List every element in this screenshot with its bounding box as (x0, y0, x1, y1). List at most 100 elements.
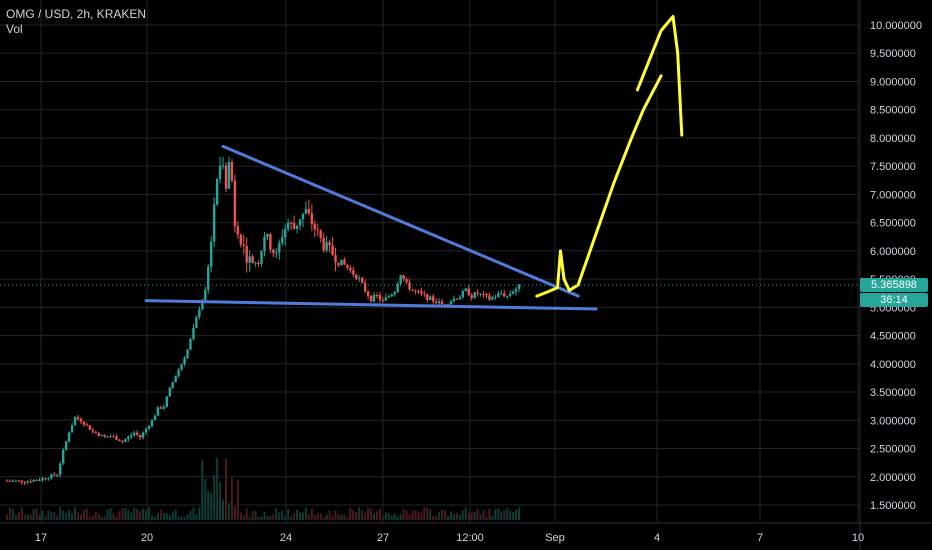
candle-body (159, 407, 163, 409)
candle-body (349, 267, 352, 271)
volume-bar (402, 508, 405, 520)
price-tick-label: 8.000000 (870, 133, 916, 145)
volume-bar (506, 507, 509, 520)
volume-bar (5, 514, 8, 520)
volume-bar (296, 509, 299, 520)
candle-body (124, 439, 127, 442)
volume-bar (204, 479, 207, 520)
candle-body (461, 290, 464, 298)
candle-body (417, 291, 420, 293)
candle-body (298, 219, 302, 226)
candle-body (224, 165, 228, 189)
drawn-arrow-annotation[interactable] (535, 15, 684, 298)
candle-body (127, 436, 130, 440)
candle-body (408, 282, 411, 290)
volume-bar (29, 514, 32, 520)
candle-body (204, 289, 207, 301)
price-tick-label: 3.500000 (870, 387, 916, 399)
volume-bar (266, 516, 269, 520)
volume-bar (118, 510, 121, 520)
candle-body (497, 293, 500, 298)
price-tick-label: 2.500000 (870, 444, 916, 456)
candle-body (423, 293, 426, 295)
volume-bar (23, 515, 26, 520)
symbol-title[interactable]: OMG / USD, 2h, KRAKEN (6, 7, 147, 21)
volume-indicator-label[interactable]: Vol (6, 22, 23, 36)
volume-bar (32, 509, 35, 520)
candle-body (292, 223, 296, 229)
price-tick-label: 4.500000 (870, 331, 916, 343)
candle-body (432, 296, 435, 302)
candle-body (50, 474, 53, 479)
volume-bar (316, 513, 319, 520)
volume-bar (245, 508, 248, 520)
volume-bar (464, 507, 467, 520)
candle-body (470, 295, 473, 299)
candle-body (269, 234, 272, 250)
volume-bar (512, 512, 515, 520)
candle-body (500, 293, 503, 295)
candle-body (106, 436, 109, 438)
volume-bar (423, 507, 426, 520)
price-tick-label: 7.500000 (870, 161, 916, 173)
time-tick-label: 24 (280, 532, 292, 544)
candle-body (26, 481, 29, 483)
candle-body (346, 264, 349, 268)
candle-body (286, 222, 290, 230)
volume-bar (11, 509, 14, 520)
candle-body (198, 309, 201, 318)
trendlines[interactable] (144, 144, 598, 311)
price-tick-label: 9.500000 (870, 48, 916, 60)
candle-body (38, 479, 41, 481)
candle-body (494, 297, 497, 299)
candle-body (369, 295, 373, 302)
time-tick-label: Sep (545, 532, 565, 544)
volume-bar (159, 509, 162, 520)
candle-body (325, 242, 328, 251)
volume-bar (257, 516, 260, 520)
candle-body (201, 300, 204, 310)
volume-bar (56, 515, 59, 520)
volume-bar (88, 516, 91, 520)
trendline-lower (144, 299, 598, 311)
volume-bar (367, 507, 370, 520)
volume-bars (5, 457, 521, 520)
arrow-shaft (535, 74, 663, 298)
volume-bar (393, 513, 396, 520)
volume-bar (458, 514, 461, 520)
candle-body (405, 279, 408, 283)
volume-bar (79, 514, 82, 520)
time-tick-label: 27 (377, 532, 389, 544)
candle-body (458, 297, 462, 300)
price-axis[interactable]: 10.000000 9.500000 9.000000 8.500000 8.00000… (870, 20, 922, 512)
candle-body (263, 236, 266, 252)
candle-body (100, 434, 103, 436)
volume-bar (319, 513, 322, 520)
candle-body (91, 429, 94, 432)
time-axis[interactable]: 17 20 24 27 12:00 Sep 4 7 10 (35, 532, 864, 544)
volume-bar (301, 512, 304, 520)
price-tick-label: 2.000000 (870, 472, 916, 484)
volume-bar (411, 510, 414, 520)
candle-body (331, 245, 334, 255)
candle-body (67, 432, 71, 442)
candle-body (53, 474, 56, 476)
candle-body (275, 252, 278, 254)
volume-bar (287, 509, 290, 520)
volume-bar (17, 512, 20, 520)
volume-bar (186, 514, 189, 520)
candle-body (76, 417, 80, 420)
volume-bar (352, 509, 355, 520)
volume-bar (284, 515, 287, 520)
volume-bar (106, 509, 109, 520)
volume-bar (455, 513, 458, 520)
candle-body (121, 441, 124, 443)
volume-bar (38, 514, 41, 520)
volume-bar (304, 507, 307, 520)
candle-body (304, 208, 308, 214)
volume-bar (213, 475, 216, 520)
candle-body (192, 327, 195, 340)
volume-bar (124, 508, 127, 520)
